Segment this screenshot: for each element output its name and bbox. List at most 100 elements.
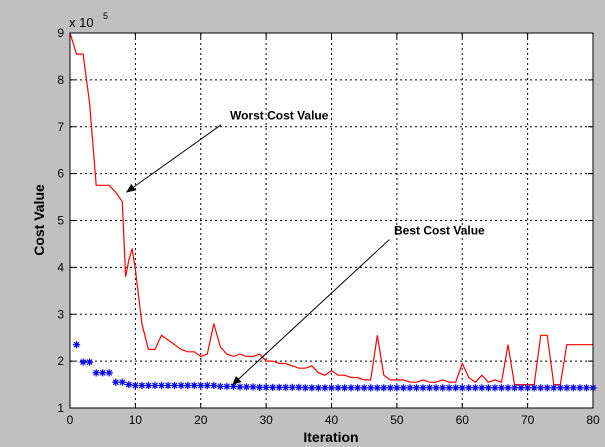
best-cost-annotation: Best Cost Value [394, 224, 485, 238]
best-cost-point [367, 384, 375, 392]
best-cost-point [380, 384, 388, 392]
best-cost-point [354, 384, 362, 392]
best-cost-point [543, 384, 551, 392]
best-cost-point [510, 384, 519, 392]
best-cost-point [92, 369, 100, 377]
best-cost-point [419, 384, 427, 392]
best-cost-point [164, 381, 172, 390]
y-tick-label: 5 [57, 214, 64, 228]
y-tick-label: 8 [57, 73, 64, 87]
worst-cost-annotation: Worst Cost Value [230, 109, 329, 123]
best-cost-point [412, 384, 421, 392]
x-tick-label: 80 [586, 413, 600, 427]
best-cost-point [118, 378, 126, 386]
y-tick-label: 9 [57, 26, 64, 40]
best-cost-point [125, 380, 133, 389]
best-cost-point [171, 381, 179, 390]
best-cost-point [399, 384, 408, 392]
best-cost-point [184, 381, 192, 390]
y-tick-label: 4 [57, 260, 64, 274]
best-cost-point [471, 384, 479, 392]
best-cost-point [112, 378, 120, 386]
best-cost-point [301, 384, 309, 392]
best-cost-point [347, 384, 355, 392]
best-cost-point [432, 384, 440, 392]
best-cost-point [249, 383, 257, 391]
annotation-layer: Worst Cost Value Best Cost Value [125, 109, 485, 386]
best-cost-point [517, 384, 525, 392]
x-tick-label: 10 [129, 413, 143, 427]
best-cost-point [282, 383, 290, 391]
best-cost-point [491, 384, 499, 392]
best-cost-point [190, 381, 198, 390]
y-multiplier-label: x 10 [69, 15, 94, 30]
best-cost-point [99, 369, 107, 377]
best-cost-point [576, 384, 584, 392]
x-tick-label: 50 [390, 413, 404, 427]
best-cost-point [537, 384, 545, 392]
best-cost-point [439, 384, 447, 392]
best-cost-point [255, 383, 264, 391]
best-cost-point [105, 369, 113, 377]
best-cost-point [497, 384, 506, 392]
best-cost-point [484, 384, 492, 392]
best-cost-point [582, 384, 591, 392]
x-tick-label: 40 [325, 413, 339, 427]
best-cost-point [144, 381, 153, 390]
arrowhead [126, 183, 136, 193]
best-cost-point [262, 383, 270, 391]
y-tick-label: 7 [57, 120, 64, 134]
best-cost-point [334, 384, 342, 392]
best-cost-point [288, 383, 296, 391]
best-cost-point [465, 384, 473, 392]
best-cost-point [314, 384, 323, 392]
best-cost-point [216, 382, 224, 391]
arrowhead [232, 375, 242, 386]
y-tick-label: 6 [57, 167, 64, 181]
best-cost-point [550, 384, 558, 392]
x-axis-label: Iteration [303, 429, 358, 445]
best-cost-point [72, 341, 81, 349]
best-cost-point [340, 384, 349, 392]
x-tick-label: 20 [194, 413, 208, 427]
best-cost-point [295, 383, 303, 391]
best-cost-point [86, 358, 94, 366]
y-axis-label: Cost Value [31, 184, 47, 256]
best-cost-point [452, 384, 460, 392]
best-cost-point [556, 384, 564, 392]
best-cost-point [458, 384, 466, 392]
tick-layer: 0 10 20 30 40 50 60 70 80 1 2 3 4 5 6 7 8 9 [57, 26, 600, 427]
best-cost-point [406, 384, 414, 392]
best-cost-point [203, 381, 211, 390]
best-cost-point [386, 384, 394, 392]
x-tick-label: 0 [67, 413, 74, 427]
best-cost-point [530, 384, 538, 392]
worst-cost-line [69, 32, 593, 386]
best-cost-point [569, 384, 577, 392]
best-cost-point [524, 384, 532, 392]
best-cost-point [393, 384, 401, 392]
best-cost-point [157, 381, 166, 390]
best-cost-point [425, 384, 434, 392]
best-cost-point [504, 384, 512, 392]
best-cost-point [373, 384, 381, 392]
y-tick-label: 3 [57, 307, 64, 321]
annotation-arrow [231, 239, 390, 386]
best-cost-point [138, 381, 146, 390]
y-tick-label: 1 [57, 401, 64, 415]
best-cost-point [321, 384, 329, 392]
best-cost-point [327, 384, 336, 392]
best-cost-point [269, 383, 277, 391]
best-cost-point [360, 384, 368, 392]
best-cost-point [236, 383, 244, 391]
best-cost-point [242, 383, 251, 391]
best-cost-point [223, 382, 231, 391]
best-cost-point [210, 381, 218, 390]
x-tick-label: 30 [259, 413, 273, 427]
best-cost-point [151, 381, 159, 390]
best-cost-point [563, 384, 571, 392]
best-cost-point [445, 384, 453, 392]
best-cost-point [177, 381, 185, 390]
best-cost-point [275, 383, 283, 391]
